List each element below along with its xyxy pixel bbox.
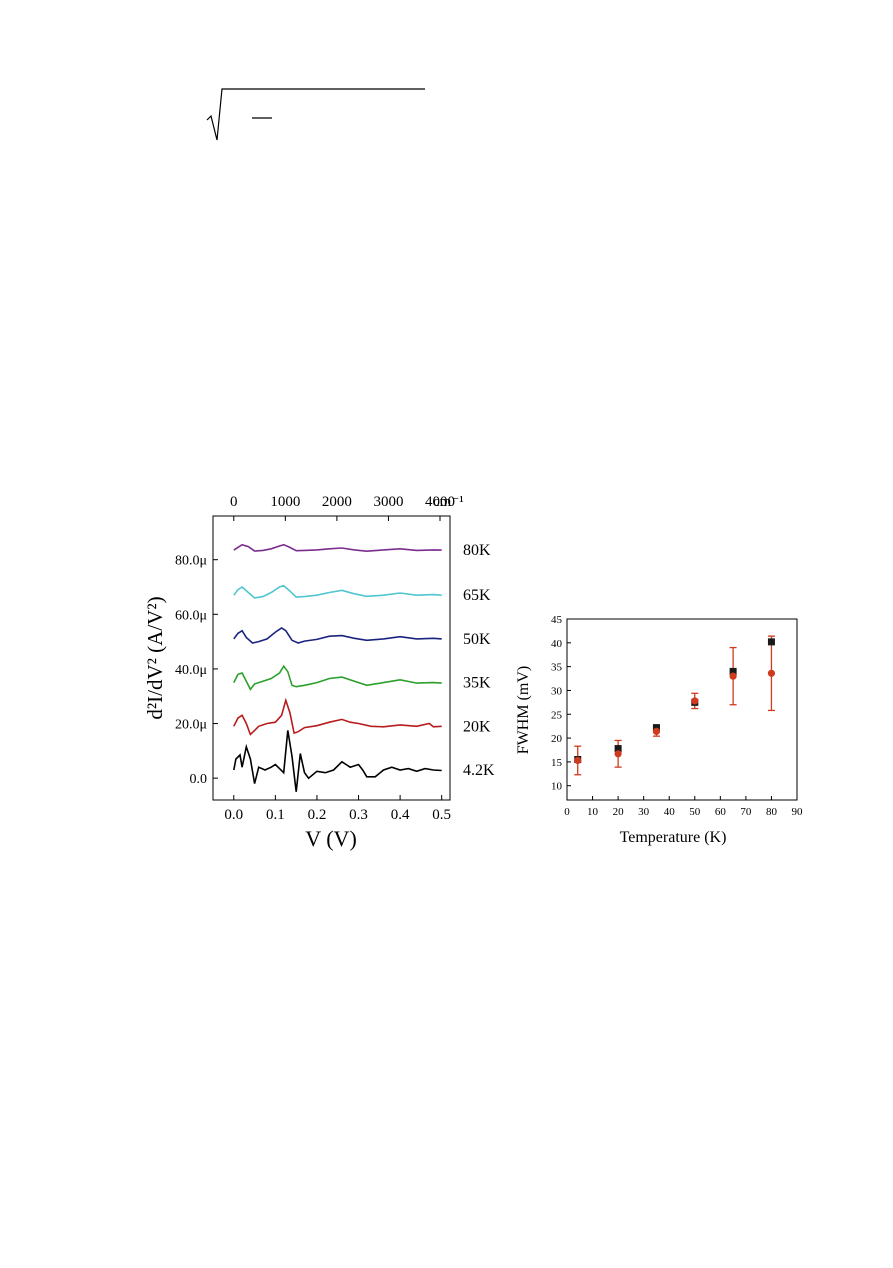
fwhm-circle-point [574,756,582,765]
spectra-line-4-2K [233,730,442,792]
fwhm-x-tick-label: 0 [564,806,570,818]
fwhm-y-tick-label: 10 [551,781,563,793]
spectra-y-tick-label: 0.0 [190,772,208,787]
spectra-label-50K: 50K [463,631,491,648]
fwhm-y-tick-label: 40 [551,638,563,650]
fwhm-y-tick-label: 25 [551,709,563,721]
fwhm-plot-frame [566,618,798,801]
spectra-label-35K: 35K [463,675,491,692]
spectra-label-20K: 20K [463,718,491,735]
fwhm-circle-point [652,727,661,736]
fwhm-x-tick-label: 50 [689,806,701,818]
fwhm-x-tick-label: 80 [766,806,778,818]
spectra-temperature-labels: 80K 65K 50K 35K 20K 4.2K [463,542,495,779]
spectra-top-axis-unit: cm⁻¹ [433,494,464,510]
fwhm-y-tick-label: 15 [551,757,563,769]
fwhm-x-tick-label: 20 [613,806,625,818]
spectra-line-80K [233,543,442,553]
fwhm-x-tick-label: 30 [638,806,650,818]
fwhm-square-point [767,638,775,646]
spectra-top-axis: 0 1000 2000 3000 4000 [230,494,455,521]
fwhm-x-tick-label: 70 [740,806,752,818]
fwhm-square-point [614,745,622,753]
fwhm-x-tick-label: 90 [792,806,804,818]
spectra-x-tick-label: 0.4 [391,807,410,823]
spectra-top-tick-label: 2000 [322,494,352,510]
fwhm-circle-point [691,697,699,705]
spectra-y-axis: 0.0 20.0μ 40.0μ 60.0μ 80.0μ [175,554,218,787]
spectra-y-tick-label: 20.0μ [175,718,207,733]
spectra-label-4-2K: 4.2K [463,762,495,779]
spectra-line-65K [233,584,442,599]
fwhm-y-tick-label: 30 [551,685,563,697]
spectra-line-50K [233,627,442,644]
spectra-y-tick-label: 40.0μ [175,663,207,678]
spectra-chart: 0.0 0.1 0.2 0.3 0.4 0.5 0.0 20.0μ 40.0μ 60.0μ 80.… [143,494,495,851]
spectra-top-tick-label: 0 [230,494,238,510]
fwhm-x-axis: 0 10 20 30 40 50 60 70 80 90 [564,796,803,818]
spectra-x-tick-label: 0.1 [266,807,285,823]
spectra-label-65K: 65K [463,587,491,604]
fwhm-x-tick-label: 10 [587,806,599,818]
fwhm-y-axis-label: FWHM (mV) [515,666,532,754]
sqrt-formula-fragment [206,88,425,141]
spectra-x-tick-label: 0.5 [432,807,451,823]
fwhm-circle-point [614,750,622,758]
fwhm-x-tick-label: 60 [715,806,727,818]
spectra-line-20K [233,697,442,736]
fwhm-chart: 0 10 20 30 40 50 60 70 80 90 10 15 20 25 30 35 40 45 Tem… [515,614,803,846]
spectra-series [233,543,442,792]
fwhm-y-axis: 10 15 20 25 30 35 40 45 [551,614,571,793]
fwhm-square-point [652,724,660,732]
fwhm-circle-point [729,672,737,680]
spectra-top-tick-label: 4000 [425,494,455,510]
spectra-x-axis-label: V (V) [305,826,357,851]
spectra-x-axis: 0.0 0.1 0.2 0.3 0.4 0.5 [224,795,451,823]
fwhm-circle-point [767,669,776,677]
spectra-y-tick-label: 60.0μ [175,608,207,623]
spectra-label-80K: 80K [463,542,491,559]
spectra-line-35K [233,664,442,691]
spectra-top-tick-label: 3000 [373,494,403,510]
spectra-y-axis-label: d²I/dV² (A/V²) [143,596,167,719]
fwhm-y-tick-label: 45 [551,614,563,626]
fwhm-y-tick-label: 35 [551,662,563,674]
spectra-x-tick-label: 0.2 [308,807,327,823]
spectra-x-tick-label: 0.0 [224,807,243,823]
spectra-top-tick-label: 1000 [270,494,300,510]
fwhm-square-point [729,667,737,675]
fwhm-series [574,635,776,776]
fwhm-x-axis-label: Temperature (K) [620,829,727,846]
spectra-x-tick-label: 0.3 [349,807,368,823]
fwhm-x-tick-label: 40 [664,806,676,818]
spectra-plot-frame [212,515,451,801]
fwhm-y-tick-label: 20 [551,733,563,745]
spectra-y-tick-label: 80.0μ [175,554,207,569]
